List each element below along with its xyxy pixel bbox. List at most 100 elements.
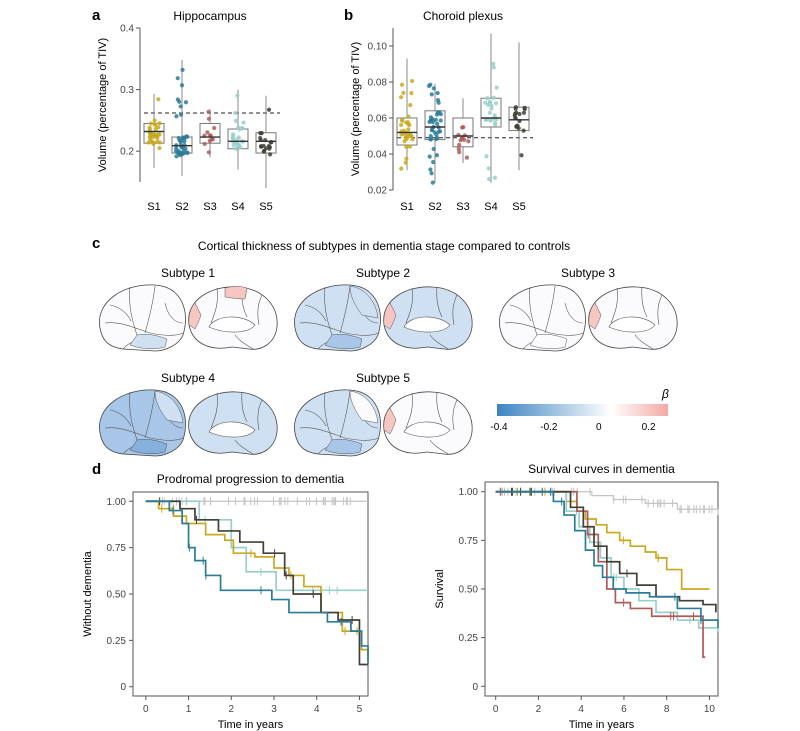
y-tick-label: 0.50 xyxy=(107,590,127,601)
lateral-brain xyxy=(294,389,381,457)
data-point-S2 xyxy=(429,128,435,133)
data-point-S2 xyxy=(180,135,185,140)
lateral-brain xyxy=(99,284,186,352)
data-point-S2 xyxy=(436,129,441,134)
frontal-pole-region xyxy=(383,407,397,435)
data-point-S3 xyxy=(206,116,212,121)
data-point-S2 xyxy=(429,92,434,97)
y-tick-label: 0.3 xyxy=(120,85,134,96)
data-point-S5 xyxy=(267,146,272,151)
data-point-S3 xyxy=(206,109,211,114)
data-point-S2 xyxy=(431,160,436,165)
x-axis-label: Time in years xyxy=(569,719,635,731)
y-axis-label: Volume (percentage of TIV) xyxy=(97,38,109,172)
data-point-S2 xyxy=(434,153,440,158)
km-curve-S2 xyxy=(495,490,719,628)
data-point-S3 xyxy=(466,139,471,144)
data-point-S4 xyxy=(485,96,490,101)
y-tick-label: 0.06 xyxy=(368,114,388,125)
data-point-S2 xyxy=(434,136,439,142)
data-point-S2 xyxy=(431,146,436,152)
sulcal-lines xyxy=(210,286,263,350)
data-point-S4 xyxy=(241,120,246,125)
data-point-S2 xyxy=(438,118,443,123)
data-point-S4 xyxy=(235,141,240,146)
x-tick-label: 0 xyxy=(493,704,499,715)
data-point-S5 xyxy=(521,128,526,133)
x-tick-label-S5: S5 xyxy=(259,201,272,213)
sulcal-lines xyxy=(405,391,458,455)
data-point-S2 xyxy=(428,115,434,120)
data-point-S2 xyxy=(179,83,185,88)
data-point-S4 xyxy=(491,61,496,66)
data-point-S2 xyxy=(180,67,185,73)
data-point-S2 xyxy=(178,112,184,117)
data-point-S4 xyxy=(488,118,493,123)
colorbar-tick-label: 0.2 xyxy=(642,422,656,433)
frontal-pole-region xyxy=(383,302,397,330)
data-point-S1 xyxy=(398,95,404,100)
data-point-S1 xyxy=(406,127,411,132)
data-point-S4 xyxy=(494,85,499,90)
data-point-S5 xyxy=(259,131,264,136)
x-tick-label-S1: S1 xyxy=(147,201,160,213)
chart-title: Choroid plexus xyxy=(423,9,503,23)
data-point-S4 xyxy=(483,117,488,122)
chart-title: Prodromal progression to dementia xyxy=(157,472,345,486)
y-tick-label: 0.25 xyxy=(107,636,127,647)
data-point-S4 xyxy=(489,106,494,111)
data-point-S4 xyxy=(235,93,240,98)
data-point-S1 xyxy=(407,144,413,149)
x-tick-label-S4: S4 xyxy=(231,201,244,213)
box-S5 xyxy=(255,132,277,154)
corpus-callosum xyxy=(208,316,256,333)
data-point-S1 xyxy=(399,82,405,87)
data-point-S3 xyxy=(209,137,214,142)
medial-brain xyxy=(188,391,278,455)
brain-maps: Subtype 1 Subtype 2 Subtype 3 Subtype 4 Subt… xyxy=(99,266,678,457)
data-point-S5 xyxy=(519,153,524,158)
x-tick-label: 6 xyxy=(621,704,627,715)
box-S3 xyxy=(452,117,474,148)
data-point-S4 xyxy=(493,101,499,106)
temporal-region xyxy=(529,333,568,349)
data-point-S5 xyxy=(513,106,518,111)
lateral-brain xyxy=(294,284,381,352)
data-point-S2 xyxy=(178,153,183,158)
data-point-S5 xyxy=(516,126,521,131)
data-point-S2 xyxy=(178,104,183,109)
data-point-S2 xyxy=(429,171,434,176)
data-point-S3 xyxy=(457,150,462,155)
data-point-S4 xyxy=(483,100,488,105)
x-tick-label-S2: S2 xyxy=(428,201,441,213)
data-point-S2 xyxy=(427,154,432,159)
data-point-S2 xyxy=(177,138,182,143)
data-point-S1 xyxy=(404,156,409,161)
data-point-S4 xyxy=(240,126,245,131)
data-point-S4 xyxy=(484,154,489,159)
x-tick-label-S2: S2 xyxy=(175,201,188,213)
data-point-S3 xyxy=(458,138,463,143)
x-tick-label-S1: S1 xyxy=(400,201,413,213)
parietal-region xyxy=(349,285,379,319)
data-point-S4 xyxy=(491,95,496,100)
data-point-S1 xyxy=(152,122,158,127)
temporal-region xyxy=(324,438,363,454)
x-axis-label: Time in years xyxy=(218,719,284,731)
data-point-S4 xyxy=(487,177,492,182)
frontal-pole-region xyxy=(188,302,202,330)
data-point-S1 xyxy=(400,118,405,123)
data-point-S1 xyxy=(408,103,413,108)
data-point-S3 xyxy=(212,125,217,131)
data-point-S3 xyxy=(461,137,467,142)
y-tick-label: 0.04 xyxy=(368,150,388,161)
medial-brain xyxy=(188,286,278,350)
y-tick-label: 0.02 xyxy=(368,186,388,197)
data-point-S4 xyxy=(492,175,498,180)
data-point-S2 xyxy=(175,76,180,81)
x-tick-label: 3 xyxy=(271,704,277,715)
data-point-S2 xyxy=(174,154,179,159)
data-point-S5 xyxy=(259,144,264,149)
data-point-S2 xyxy=(431,86,436,91)
data-point-S1 xyxy=(403,160,408,165)
